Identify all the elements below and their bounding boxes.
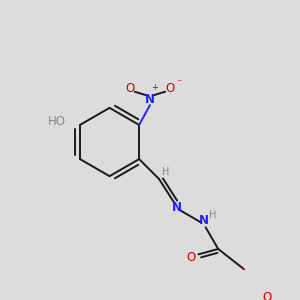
Text: O: O	[187, 251, 196, 264]
Text: O: O	[165, 82, 174, 95]
Text: O: O	[125, 82, 135, 95]
Text: ⁻: ⁻	[176, 79, 181, 88]
Text: HO: HO	[48, 115, 66, 128]
Text: N: N	[172, 201, 182, 214]
Text: N: N	[199, 214, 209, 227]
Text: N: N	[145, 93, 155, 106]
Text: O: O	[262, 291, 272, 300]
Text: H: H	[209, 210, 217, 220]
Text: +: +	[151, 83, 158, 92]
Text: H: H	[162, 167, 170, 177]
